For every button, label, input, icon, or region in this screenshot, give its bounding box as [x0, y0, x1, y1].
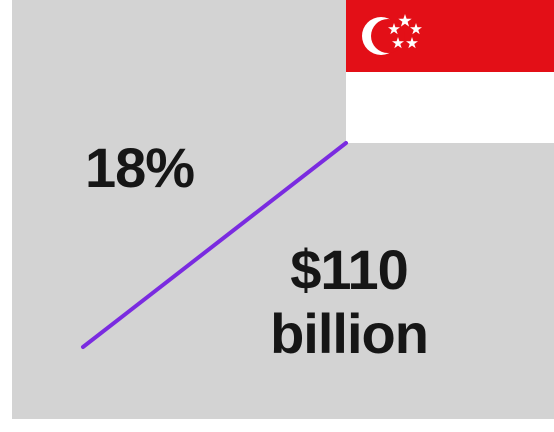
stat-percent: 18% [85, 136, 195, 199]
flag-crescent-inner [371, 19, 405, 53]
flag-star-bottom-left [392, 37, 404, 49]
flag-stars [388, 14, 422, 49]
flag-star-left [388, 23, 400, 35]
flag-white-band [346, 72, 554, 143]
stat-amount-unit: billion [270, 302, 429, 365]
flag-star-bottom-right [406, 37, 418, 49]
flag-star-right [410, 23, 422, 35]
flag-star-top [398, 14, 412, 27]
singapore-flag-icon [346, 0, 554, 143]
stat-amount: $110 billion [254, 238, 444, 366]
stat-amount-value: $110 [290, 238, 409, 301]
